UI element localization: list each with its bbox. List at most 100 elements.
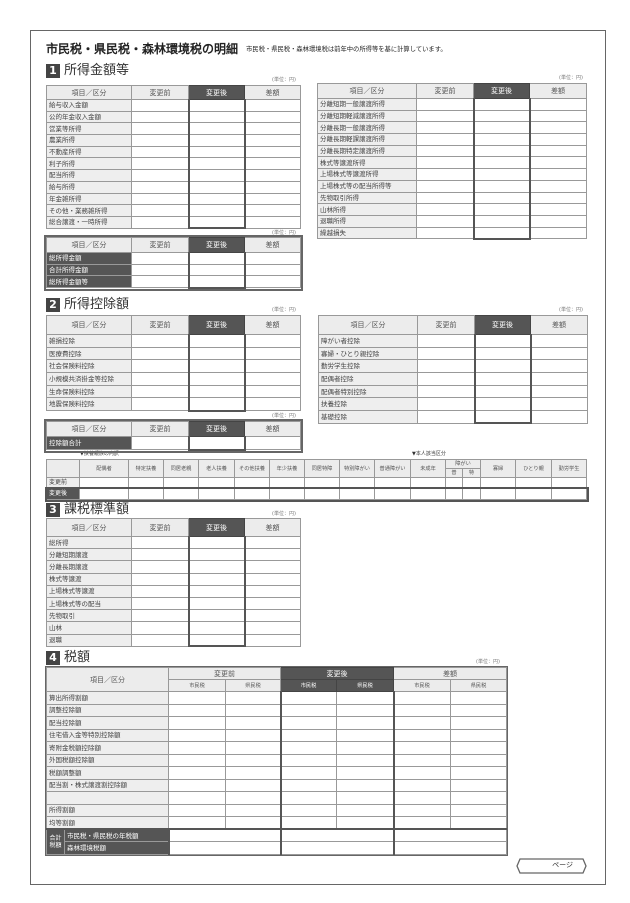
before-value bbox=[131, 334, 189, 348]
corner-cell bbox=[46, 459, 80, 478]
section-4-heading: 4 税額 bbox=[46, 650, 90, 665]
after-value bbox=[187, 372, 246, 386]
row-label: 社会保険料控除 bbox=[46, 359, 132, 374]
table-row: 上場株式等の配当 bbox=[46, 596, 301, 611]
after-value bbox=[187, 180, 246, 194]
row-label: 総合譲渡・一時所得 bbox=[46, 215, 132, 229]
before-value bbox=[416, 214, 474, 228]
column-header-before: 変更前 bbox=[131, 315, 189, 335]
diff-value bbox=[529, 98, 587, 111]
after-value bbox=[187, 122, 246, 136]
row-label: 山林 bbox=[46, 621, 132, 635]
header-row: 項目／区分 変更前 変更後 差額 bbox=[46, 667, 507, 692]
after-value bbox=[473, 372, 532, 386]
before-value bbox=[131, 572, 189, 586]
value-cell bbox=[392, 753, 451, 767]
row-label: 住宅借入金等特別控除額 bbox=[46, 728, 169, 742]
value-cell bbox=[225, 803, 281, 817]
diff-value bbox=[530, 359, 588, 374]
table-row: 配偶者控除 bbox=[318, 372, 588, 386]
header-row: 項目／区分 変更前 変更後 差額 bbox=[318, 315, 588, 335]
value-cell bbox=[336, 703, 394, 717]
section-number: 3 bbox=[46, 502, 60, 517]
header-row: 項目／区分 変更前 変更後 差額 bbox=[46, 237, 301, 253]
value-cell bbox=[392, 691, 451, 705]
value-cell bbox=[168, 766, 226, 780]
diff-value bbox=[529, 168, 587, 181]
value-cell bbox=[225, 753, 281, 767]
row-label: 医療費控除 bbox=[46, 346, 132, 361]
column-header-after: 変更後 bbox=[473, 83, 530, 99]
diff-value bbox=[244, 560, 301, 574]
row-label bbox=[46, 791, 169, 805]
total-row: 合計税額 市民税・県民税の年税額 bbox=[46, 828, 507, 855]
after-value bbox=[187, 334, 246, 348]
column-header-before: 変更前 bbox=[131, 421, 189, 437]
table-row: 山林 bbox=[46, 621, 301, 635]
table-row: 配偶者特別控除 bbox=[318, 384, 588, 399]
total-label: 森林環境税額 bbox=[64, 841, 169, 855]
diff-value bbox=[244, 99, 301, 112]
row-label: 配偶者特別控除 bbox=[318, 384, 418, 399]
total-label: 市民税・県民税の年税額 bbox=[64, 828, 169, 842]
row-label: 障がい者控除 bbox=[318, 334, 418, 348]
value-cell bbox=[450, 703, 507, 717]
value-cell bbox=[225, 766, 281, 780]
diff-value bbox=[244, 110, 301, 124]
diff-value bbox=[244, 215, 301, 229]
before-value bbox=[416, 144, 474, 158]
page-label: ページ bbox=[552, 861, 573, 869]
table-row: 障がい者控除 bbox=[318, 334, 588, 348]
table-row: 所得割額 bbox=[46, 803, 507, 817]
section-number: 4 bbox=[46, 650, 60, 665]
row-label: 変更前 bbox=[46, 477, 80, 489]
after-value bbox=[187, 275, 246, 289]
self-category-header: ひとり親 bbox=[515, 459, 553, 478]
row-label: 寄附金税額控除額 bbox=[46, 741, 169, 755]
header-row: 項目／区分 変更前 変更後 差額 bbox=[46, 315, 301, 335]
dependents-table: 配偶者 特定扶養 同居老親 老人扶養 その他扶養 年少扶養 同居特障 特別障がい 普通障がい 未成… bbox=[44, 459, 589, 502]
column-header-diff: 差額 bbox=[244, 85, 301, 100]
diff-value bbox=[529, 156, 587, 170]
row-label: 分離短期軽減譲渡所得 bbox=[317, 109, 417, 123]
before-value bbox=[417, 372, 475, 386]
value-cell bbox=[450, 766, 507, 780]
dependents-header: 老人扶養 bbox=[198, 459, 235, 478]
value-cell bbox=[225, 778, 281, 792]
row-label: 雑損控除 bbox=[46, 334, 132, 348]
after-value bbox=[187, 384, 246, 399]
value-cell bbox=[410, 477, 446, 489]
before-value bbox=[131, 384, 189, 399]
value-cell bbox=[339, 488, 375, 500]
self-category-header: 寡婦 bbox=[480, 459, 517, 478]
after-value bbox=[187, 346, 246, 361]
value-cell bbox=[168, 703, 226, 717]
row-label: 控除額合計 bbox=[46, 436, 132, 450]
row-label: 分離長期特定譲渡所得 bbox=[317, 144, 417, 158]
row-label: 合計所得金額 bbox=[46, 263, 132, 277]
value-cell bbox=[168, 716, 226, 730]
value-cell bbox=[336, 791, 394, 805]
row-label: 分離短期一般譲渡所得 bbox=[317, 98, 417, 111]
before-value bbox=[416, 203, 474, 216]
table-row: 上場株式等譲渡所得 bbox=[317, 168, 587, 181]
after-value bbox=[187, 397, 246, 412]
value-cell bbox=[392, 703, 451, 717]
row-label: 生命保険料控除 bbox=[46, 384, 132, 399]
section-title: 所得金額等 bbox=[64, 63, 130, 78]
deduction-table-left: 項目／区分 変更前 変更後 差額 雑損控除 医療費控除 社会保険料控除 小規模共済掛金等控除生… bbox=[46, 315, 301, 412]
row-label: 分離長期一般譲渡所得 bbox=[317, 121, 417, 135]
diff-value bbox=[244, 157, 301, 171]
table-row: 基礎控除 bbox=[318, 410, 588, 425]
after-value bbox=[187, 548, 246, 562]
row-label: 先物取引所得 bbox=[317, 191, 417, 205]
after-value bbox=[187, 204, 246, 217]
value-cell bbox=[168, 691, 226, 705]
table-row: 配当割・株式譲渡割控除額 bbox=[46, 778, 507, 792]
table-row: 分離長期特定譲渡所得 bbox=[317, 144, 587, 158]
before-value bbox=[131, 110, 189, 124]
before-value bbox=[131, 122, 189, 136]
before-value bbox=[131, 596, 189, 611]
value-cell bbox=[304, 488, 340, 500]
value-cell bbox=[336, 766, 394, 780]
